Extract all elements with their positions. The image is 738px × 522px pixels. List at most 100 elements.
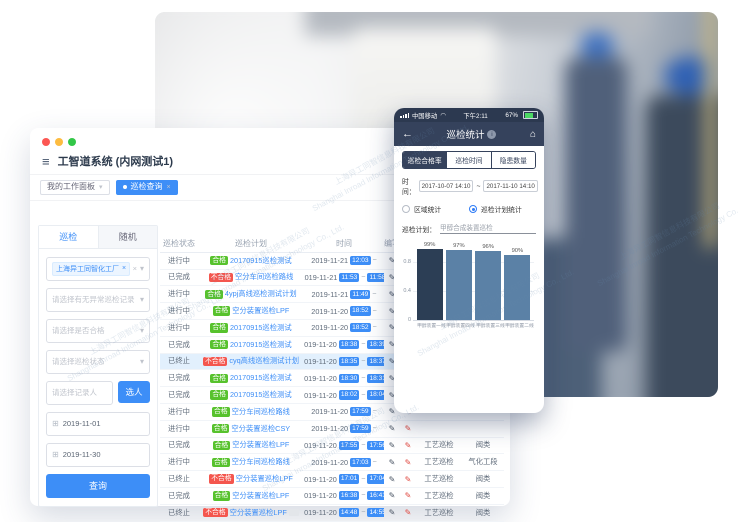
edit-record-icon[interactable]: ✎ (388, 424, 396, 434)
plan-link[interactable]: 20170915巡检测试 (229, 255, 292, 265)
plan-link[interactable]: 空分装置巡检CSY (231, 423, 291, 433)
table-row[interactable]: 已完成合格空分装置巡检LPF2019-11-2016:38~16:41✎✎工艺巡… (160, 488, 504, 505)
table-row[interactable]: 进行中 合格 空分车间巡检路线 2019-11-20 17:03 ~ ✎ ✎ 工艺巡检 气化工段 (160, 454, 504, 472)
active-tag-label: 巡检查询 (130, 182, 163, 191)
table-row[interactable]: 已终止不合格空分装置巡检LPF2019-11-2014:48~14:55✎✎工艺… (160, 505, 504, 522)
edit-record-icon[interactable]: ✎ (388, 356, 396, 366)
table-row[interactable]: 进行中 合格 空分装置巡检CSY 2019-11-20 17:59 ~ ✎ ✎ (160, 421, 504, 438)
stat-tab-巡检合格率[interactable]: 巡检合格率 (403, 152, 447, 168)
edit-record-icon[interactable]: ✎ (388, 306, 396, 316)
cell-category: 阀类 (475, 440, 491, 450)
report-icon[interactable]: ✎ (404, 491, 412, 501)
time-separator: ~ (361, 509, 366, 517)
maximize-window-icon[interactable] (68, 138, 76, 146)
plan-link[interactable]: 空分车间巡检路线 (231, 457, 290, 467)
time-separator: ~ (361, 273, 366, 281)
close-window-icon[interactable] (42, 138, 50, 146)
stat-tab-隐患数量[interactable]: 隐患数量 (490, 152, 535, 168)
recorder-input[interactable]: 请选择记录人 (46, 380, 113, 405)
filter-select-0[interactable]: 请选择有无异常巡检记录 ▾ (46, 287, 150, 312)
plan-link[interactable]: 空分车间巡检路线 (231, 406, 290, 416)
edit-record-icon[interactable]: ✎ (388, 474, 396, 484)
edit-record-icon[interactable]: ✎ (388, 373, 396, 383)
plan-link[interactable]: 4ypj高线巡检测试计划 (224, 289, 297, 299)
edit-record-icon[interactable]: ✎ (388, 508, 396, 518)
filter-select-1[interactable]: 请选择是否合格 ▾ (46, 318, 150, 343)
remove-tag-icon[interactable]: × (122, 265, 127, 273)
date-to-input[interactable]: ⊞ 2019-11-30 (46, 442, 150, 467)
sidebar-tab-巡检[interactable]: 巡检 (39, 225, 98, 248)
time-date: 2019-11-21 (304, 272, 338, 282)
back-icon[interactable]: ← (402, 128, 413, 140)
plan-link[interactable]: 20170915巡检测试 (229, 390, 292, 400)
edit-record-icon[interactable]: ✎ (388, 407, 396, 417)
qualified-badge: 合格 (212, 407, 230, 417)
stat-date-to[interactable]: 2017-11-10 14:10 (483, 180, 538, 192)
table-row[interactable]: 已完成合格空分装置巡检LPF2019-11-2017:55~17:56✎✎工艺巡… (160, 438, 504, 455)
edit-record-icon[interactable]: ✎ (388, 256, 396, 266)
plan-link[interactable]: 20170915巡检测试 (229, 339, 292, 349)
plan-link[interactable]: 空分装置巡检LPF (235, 474, 293, 484)
pick-person-button[interactable]: 选人 (118, 380, 150, 403)
active-tag-chip[interactable]: 巡检查询 × (115, 180, 178, 195)
search-button[interactable]: 查询 (46, 473, 150, 498)
date-separator: ~ (476, 182, 481, 190)
plan-link[interactable]: 空分车间巡检路线 (235, 272, 294, 282)
edit-record-icon[interactable]: ✎ (388, 272, 396, 282)
cell-time: 2019-11-21 12:03 ~ (304, 253, 384, 269)
stat-date-from[interactable]: 2017-10-07 14:10 (418, 180, 474, 192)
plan-link[interactable]: 20170915巡检测试 (229, 373, 292, 383)
report-icon[interactable]: ✎ (404, 440, 412, 450)
panel-tag-chip[interactable]: 我的工作面板 ▾ (40, 180, 110, 195)
date-from-input[interactable]: ⊞ 2019-11-01 (46, 411, 150, 436)
minimize-window-icon[interactable] (55, 138, 63, 146)
time-date: 2019-11-20 (304, 440, 337, 450)
edit-record-icon[interactable]: ✎ (388, 340, 396, 350)
edit-record-icon[interactable]: ✎ (388, 491, 396, 501)
sidebar-tab-随机[interactable]: 随机 (97, 225, 157, 248)
radio-circle-icon[interactable] (402, 205, 410, 213)
plan-link[interactable]: 空分装置巡检LPF (232, 306, 290, 316)
report-icon[interactable]: ✎ (404, 457, 412, 467)
filter-select-2[interactable]: 请选择巡检状态 ▾ (46, 349, 150, 374)
cell-type: 工艺巡检 (424, 457, 454, 467)
plan-link[interactable]: 20170915巡检测试 (229, 322, 292, 332)
time-end-chip: 16:41 (367, 491, 384, 501)
info-icon[interactable]: i (487, 129, 497, 139)
plan-select[interactable]: 甲醇合成装置巡检 (439, 222, 536, 234)
radio-区域统计[interactable]: 区域统计 (402, 204, 469, 214)
edit-record-icon[interactable]: ✎ (388, 323, 396, 333)
report-icon[interactable]: ✎ (404, 424, 412, 434)
edit-record-icon[interactable]: ✎ (388, 457, 396, 467)
factory-tag[interactable]: 上海异工同智化工厂 × (52, 261, 131, 276)
hamburger-menu-icon[interactable]: ≡ (42, 153, 50, 169)
clear-icon[interactable]: × (132, 264, 137, 274)
plan-link[interactable]: 空分装置巡检LPF (229, 507, 287, 517)
edit-record-icon[interactable]: ✎ (388, 289, 396, 299)
edit-record-icon[interactable]: ✎ (388, 390, 396, 400)
time-separator: ~ (361, 492, 366, 500)
cell-status: 已终止 (168, 474, 190, 484)
table-row[interactable]: 已终止不合格空分装置巡检LPF2019-11-2017:01~17:04✎✎工艺… (160, 471, 504, 488)
radio-巡检计划统计[interactable]: 巡检计划统计 (469, 204, 536, 214)
plan-link[interactable]: cyq高线巡检测试计划 (229, 356, 300, 366)
factory-select[interactable]: 上海异工同智化工厂 × × ▾ (46, 256, 150, 281)
cell-report: ✎ (400, 471, 416, 487)
cell-type: 工艺巡检 (424, 440, 454, 450)
plan-link[interactable]: 空分装置巡检LPF (232, 440, 290, 450)
plan-link[interactable]: 空分装置巡检LPF (232, 490, 290, 500)
cell-record: ✎ (384, 505, 400, 521)
edit-record-icon[interactable]: ✎ (388, 440, 396, 450)
report-icon[interactable]: ✎ (404, 474, 412, 484)
radio-circle-icon[interactable] (469, 205, 477, 213)
stat-tab-巡检时间[interactable]: 巡检时间 (446, 152, 491, 168)
home-icon[interactable]: ⌂ (529, 128, 536, 140)
report-icon[interactable]: ✎ (404, 508, 412, 518)
